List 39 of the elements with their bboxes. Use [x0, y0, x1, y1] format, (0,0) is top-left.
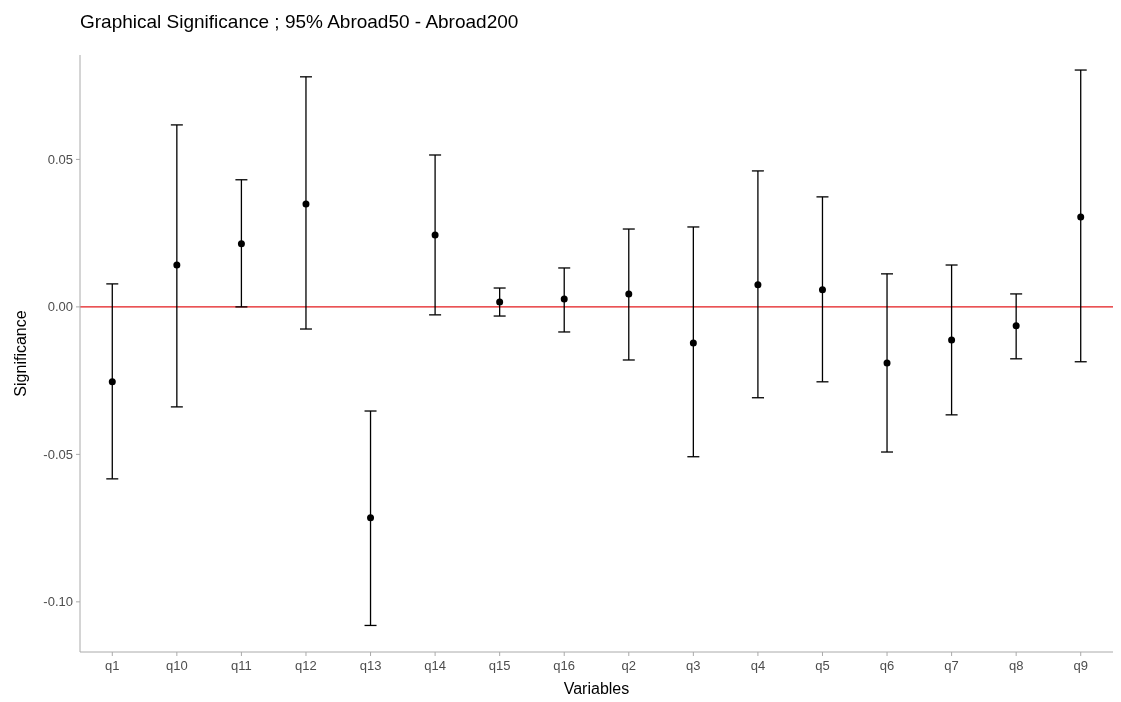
x-tick-label: q7	[944, 658, 959, 673]
x-tick-label: q11	[231, 658, 252, 673]
x-tick-label: q4	[750, 658, 766, 673]
point	[431, 231, 439, 239]
x-tick-label: q1	[105, 658, 120, 673]
y-tick-label: -0.05	[43, 446, 73, 462]
y-tick-label: 0.05	[47, 151, 73, 167]
y-tick-label: 0.00	[47, 299, 73, 315]
x-tick-label: q2	[621, 658, 637, 673]
y-axis-title: Significance	[12, 310, 29, 397]
point	[754, 281, 762, 289]
point	[818, 286, 826, 294]
point	[367, 514, 375, 522]
x-tick-label: q5	[815, 658, 830, 673]
x-tick-label: q16	[553, 658, 576, 673]
x-tick-label: q13	[359, 658, 382, 673]
x-tick-label: q10	[165, 658, 188, 673]
point	[302, 200, 310, 208]
point	[560, 295, 568, 303]
point	[496, 298, 504, 306]
point	[173, 261, 181, 269]
y-tick-label: -0.10	[43, 594, 73, 610]
chart-title: Graphical Significance ; 95% Abroad50 - Abroad200	[80, 11, 519, 32]
x-axis-title: Variables	[563, 680, 630, 697]
x-tick-label: q12	[295, 658, 317, 673]
x-tick-label: q15	[488, 658, 511, 673]
x-tick-label: q9	[1073, 658, 1088, 673]
x-tick-label: q6	[879, 658, 895, 673]
point	[948, 336, 956, 344]
point	[1077, 213, 1085, 221]
point	[1012, 322, 1020, 330]
point	[237, 240, 245, 248]
point	[625, 290, 633, 298]
x-tick-label: q3	[686, 658, 701, 673]
x-tick-label: q14	[424, 658, 446, 673]
point	[689, 339, 697, 347]
x-tick-label: q8	[1008, 658, 1024, 673]
point	[108, 378, 116, 386]
point	[883, 359, 891, 367]
